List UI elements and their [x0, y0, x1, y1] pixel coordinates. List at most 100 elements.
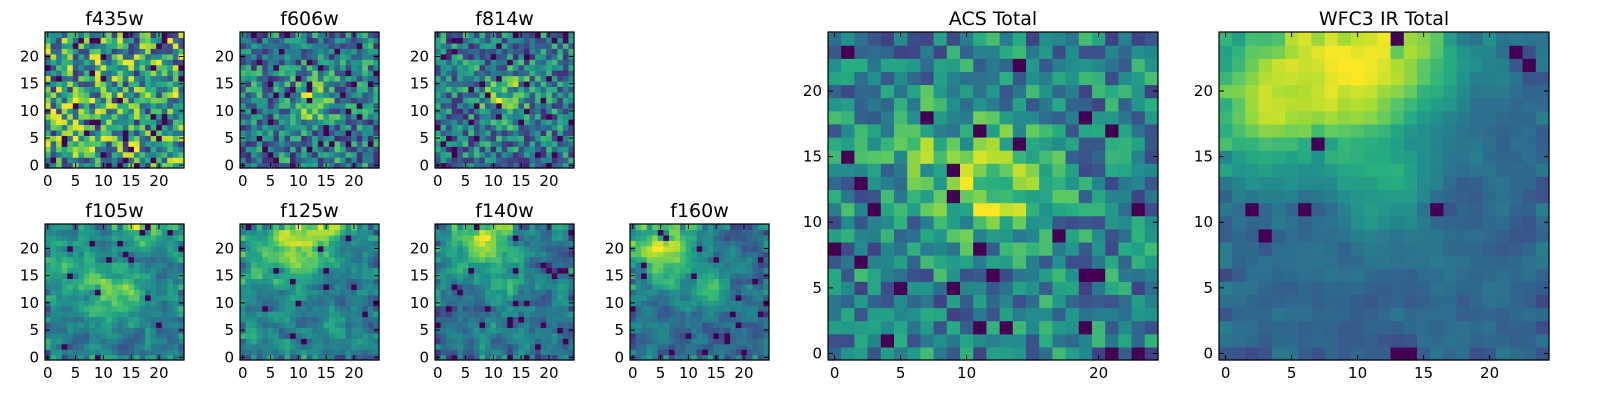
heatmap-cell — [317, 251, 324, 258]
heatmap-cell — [122, 267, 129, 274]
heatmap-cell — [1078, 294, 1093, 309]
heatmap-cell — [746, 305, 753, 312]
heatmap-cell — [367, 289, 375, 296]
heatmap-cell — [356, 140, 363, 147]
heatmap-cell — [95, 327, 102, 334]
heatmap-cell — [139, 48, 146, 55]
heatmap-cell — [106, 272, 113, 279]
heatmap-cell — [457, 300, 464, 307]
heatmap-cell — [741, 343, 748, 350]
heatmap-cell — [150, 157, 157, 164]
heatmap-cell — [568, 229, 575, 236]
heatmap-cell — [663, 338, 670, 345]
heatmap-cell — [83, 267, 91, 274]
heatmap-cell — [317, 146, 324, 153]
heatmap-cell — [72, 343, 79, 350]
heatmap-cell — [150, 140, 157, 147]
heatmap-cell — [67, 64, 74, 71]
heatmap-cell — [128, 229, 135, 236]
heatmap-cell — [757, 224, 765, 231]
heatmap-cell — [446, 278, 453, 285]
heatmap-cell — [946, 333, 961, 348]
heatmap-cell — [718, 305, 726, 312]
heatmap-cell — [45, 251, 52, 258]
heatmap-cell — [501, 124, 508, 131]
heatmap-cell — [133, 289, 141, 296]
heatmap-cell — [139, 311, 146, 318]
heatmap-cell — [150, 245, 157, 252]
heatmap-cell — [468, 102, 475, 109]
heatmap-cell — [106, 321, 113, 328]
heatmap-cell — [973, 202, 987, 217]
heatmap-cell — [668, 327, 676, 334]
heatmap-cell — [462, 135, 469, 142]
heatmap-cell — [78, 59, 85, 66]
heatmap-cell — [490, 91, 497, 98]
heatmap-cell — [730, 224, 737, 231]
heatmap-cell — [111, 267, 118, 274]
heatmap-cell — [61, 305, 68, 312]
heatmap-cell — [446, 316, 453, 323]
heatmap-cell — [323, 108, 330, 115]
heatmap-cell — [306, 229, 313, 236]
y-tick-label: 0 — [419, 348, 429, 366]
heatmap-cell — [256, 151, 263, 158]
heatmap-cell — [61, 124, 68, 131]
heatmap-cell — [854, 150, 869, 164]
heatmap-cell — [334, 108, 341, 115]
heatmap-cell — [56, 262, 63, 269]
heatmap-cell — [45, 240, 52, 247]
heatmap-cell — [262, 64, 269, 71]
heatmap-cell — [518, 300, 525, 307]
heatmap-cell — [312, 300, 319, 307]
heatmap-cell — [557, 37, 564, 44]
heatmap-cell — [479, 267, 486, 274]
heatmap-cell — [568, 113, 575, 120]
heatmap-cell — [1131, 228, 1146, 243]
heatmap-cell — [356, 64, 363, 71]
heatmap-cell — [317, 262, 324, 269]
heatmap-cell — [440, 59, 447, 66]
heatmap-cell — [446, 300, 453, 307]
heatmap-cell — [78, 37, 85, 44]
heatmap-cell — [435, 129, 442, 136]
heatmap-cell — [894, 255, 908, 269]
heatmap-cell — [56, 316, 63, 323]
heatmap-cell — [490, 59, 497, 66]
y-tick-label: 10 — [20, 102, 39, 120]
heatmap-cell — [284, 240, 291, 247]
heatmap-cell — [251, 332, 258, 339]
heatmap-cell — [251, 70, 258, 77]
heatmap-cell — [841, 241, 855, 256]
heatmap-cell — [150, 97, 157, 104]
heatmap-cell — [267, 283, 274, 290]
heatmap-cell — [50, 162, 57, 169]
heatmap-cell — [763, 234, 770, 241]
x-tick-label: 20 — [149, 172, 168, 190]
heatmap-cell — [106, 234, 113, 241]
heatmap-cell — [657, 267, 664, 274]
heatmap-cell — [462, 300, 469, 307]
heatmap-cell — [267, 289, 274, 296]
heatmap-cell — [67, 332, 74, 339]
heatmap-cell — [501, 349, 508, 356]
heatmap-cell — [156, 108, 163, 115]
heatmap-cell — [674, 327, 681, 334]
heatmap-cell — [100, 321, 107, 328]
heatmap-cell — [161, 42, 168, 49]
heatmap-cell — [473, 37, 481, 44]
heatmap-cell — [95, 272, 102, 279]
heatmap-cell — [89, 245, 96, 252]
heatmap-cell — [1052, 163, 1067, 177]
heatmap-cell — [507, 267, 514, 274]
heatmap-cell — [730, 278, 737, 285]
heatmap-cell — [551, 338, 558, 345]
heatmap-cell — [907, 241, 921, 256]
heatmap-cell — [117, 108, 124, 115]
heatmap-cell — [100, 151, 107, 158]
heatmap-cell — [306, 135, 313, 142]
heatmap-cell — [167, 80, 174, 87]
heatmap-cell — [262, 256, 269, 263]
heatmap-cell — [284, 289, 291, 296]
